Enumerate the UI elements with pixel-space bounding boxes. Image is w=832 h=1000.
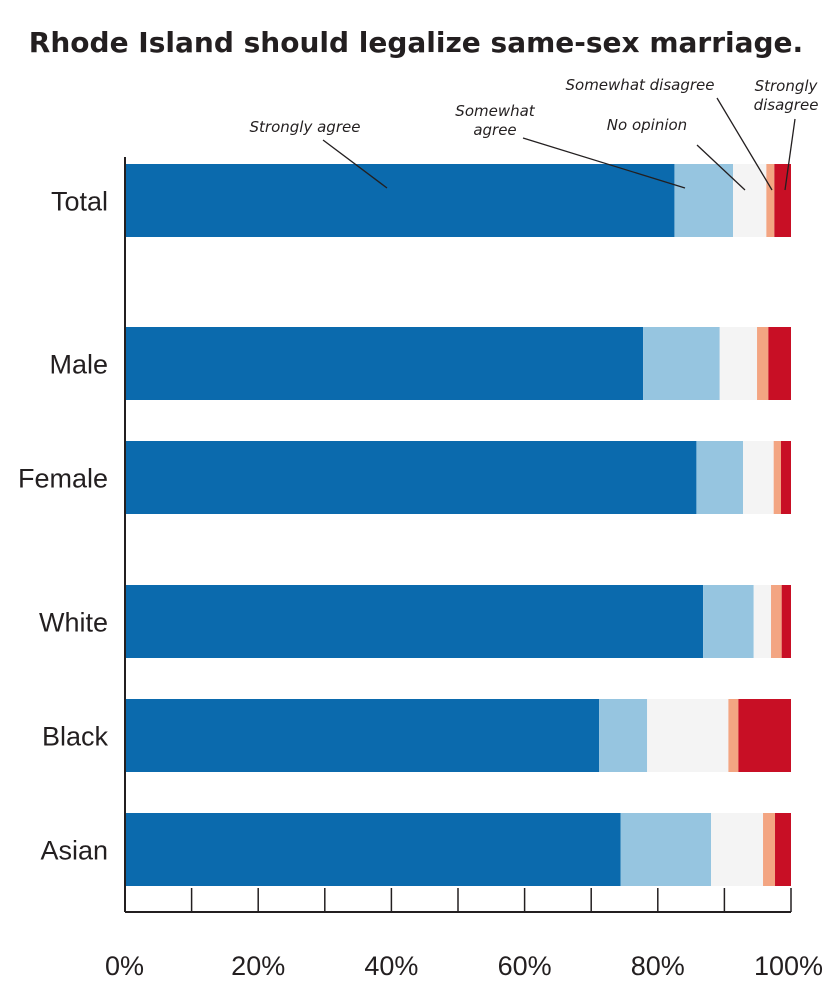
category-label: White [39,608,108,638]
bar-segment-male-somewhat-disagree [757,327,769,400]
bar-segment-black-somewhat-agree [599,699,648,772]
chart-title: Rhode Island should legalize same-sex ma… [29,26,803,59]
bar-segment-total-strongly-agree [125,164,675,237]
x-axis: 0% 20% 40% 60% 80% 100% [105,157,823,981]
bar-segment-female-strongly-disagree [781,441,791,514]
bar-segment-black-strongly-disagree [738,699,791,772]
bar-segment-female-somewhat-disagree [773,441,782,514]
bar-segment-male-strongly-agree [125,327,644,400]
bar-segment-total-somewhat-disagree [766,164,775,237]
category-label: Black [42,722,109,752]
bar-segment-white-somewhat-disagree [771,585,782,658]
bar-segment-male-no-opinion [719,327,758,400]
bar-segment-white-somewhat-agree [703,585,754,658]
bar-segment-black-strongly-agree [125,699,600,772]
annotation-strongly-disagree: disagree [754,96,819,114]
x-tick-label: 80% [631,951,685,981]
annotation-leader-line [322,139,388,189]
bar-segment-asian-strongly-disagree [775,813,791,886]
bar-segment-asian-somewhat-disagree [763,813,776,886]
bar-segment-asian-strongly-agree [125,813,621,886]
bar-segment-black-no-opinion [647,699,729,772]
annotation-leader-line [716,97,773,191]
annotation-somewhat-agree: Somewhat [455,102,536,120]
annotation-leader-line [784,118,796,191]
x-tick-label: 60% [498,951,552,981]
bar-segment-asian-no-opinion [711,813,764,886]
annotation-leader-line [522,137,686,189]
bar-segment-white-no-opinion [753,585,772,658]
x-tick-label: 0% [105,951,144,981]
bar-segment-total-no-opinion [733,164,767,237]
x-tick-label: 20% [231,951,285,981]
bar-segment-female-somewhat-agree [696,441,744,514]
x-tick-label: 40% [364,951,418,981]
annotation-leader-line [696,144,746,191]
bar-segment-female-strongly-agree [125,441,697,514]
bar-segment-male-strongly-disagree [768,327,791,400]
bar-segment-white-strongly-disagree [781,585,791,658]
bars-group [125,164,791,886]
bar-segment-total-somewhat-agree [674,164,734,237]
category-label: Male [49,350,108,380]
category-label: Asian [40,836,108,866]
bar-segment-female-no-opinion [743,441,774,514]
category-labels: Total Male Female White Black Asian [18,187,109,866]
bar-segment-white-strongly-agree [125,585,704,658]
bar-segment-male-somewhat-agree [643,327,720,400]
x-tick-label: 100% [754,951,823,981]
category-label: Total [51,187,108,217]
annotation-strongly-disagree: Strongly [755,77,819,95]
annotation-somewhat-agree: agree [473,121,516,139]
annotation-somewhat-disagree: Somewhat disagree [566,76,715,94]
bar-segment-black-somewhat-disagree [728,699,739,772]
bar-segment-total-strongly-disagree [774,164,791,237]
annotation-strongly-agree: Strongly agree [250,118,361,136]
annotation-no-opinion: No opinion [607,116,687,134]
category-label: Female [18,464,108,494]
bar-segment-asian-somewhat-agree [620,813,712,886]
